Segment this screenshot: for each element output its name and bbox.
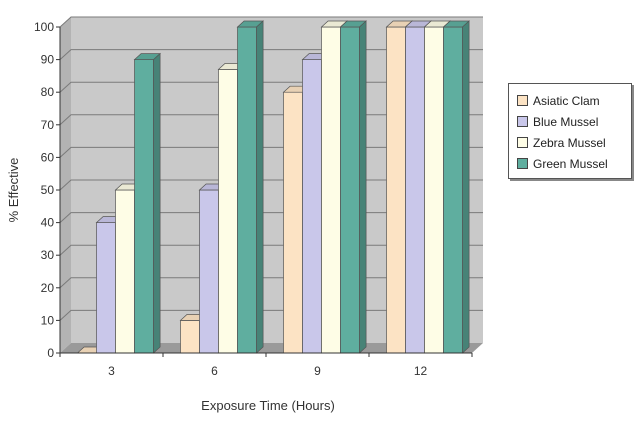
- bar: [236, 20, 265, 354]
- legend: Asiatic Clam Blue Mussel Zebra Mussel Green…: [508, 83, 632, 179]
- gridline: [59, 16, 483, 28]
- legend-label: Blue Mussel: [533, 114, 599, 129]
- bar-front: [302, 59, 322, 354]
- y-tick-label: 40: [41, 216, 55, 230]
- y-tick-label: 80: [41, 85, 55, 99]
- bar-front: [180, 320, 200, 354]
- bar-front: [386, 26, 406, 354]
- y-tick-label: 100: [34, 20, 54, 34]
- bar-front: [237, 26, 257, 354]
- x-tick-label: 3: [108, 364, 115, 378]
- bar-side: [359, 20, 367, 354]
- legend-label: Green Mussel: [533, 156, 608, 171]
- bars: [76, 20, 471, 354]
- legend-item: Green Mussel: [517, 153, 631, 174]
- bar: [133, 52, 162, 354]
- legend-item: Zebra Mussel: [517, 132, 631, 153]
- bar-front: [283, 91, 303, 354]
- bar-front: [405, 26, 425, 354]
- bar-front: [321, 26, 341, 354]
- bar-front: [424, 26, 444, 354]
- bar-side: [256, 20, 264, 354]
- bar: [442, 20, 471, 354]
- legend-item: Asiatic Clam: [517, 90, 631, 111]
- legend-swatch: [517, 95, 528, 106]
- legend-swatch: [517, 158, 528, 169]
- y-tick-label: 20: [41, 281, 55, 295]
- y-tick-label: 30: [41, 248, 55, 262]
- legend-label: Zebra Mussel: [533, 135, 606, 150]
- bar-side: [462, 20, 470, 354]
- y-tick-labels: 0 10 20 30 40 50 60 70 80 90 100: [34, 20, 60, 360]
- y-axis-title: % Effective: [6, 158, 21, 223]
- bar-front: [443, 26, 463, 354]
- bar-front: [96, 222, 116, 354]
- bar-front: [134, 59, 154, 354]
- bar-front: [199, 189, 219, 354]
- y-tick-label: 0: [47, 346, 54, 360]
- x-tick-label: 12: [414, 364, 428, 378]
- y-tick-label: 60: [41, 150, 55, 164]
- bar-front: [115, 189, 135, 354]
- legend-label: Asiatic Clam: [533, 93, 600, 108]
- x-tick-label: 6: [211, 364, 218, 378]
- legend-swatch: [517, 116, 528, 127]
- y-tick-label: 90: [41, 53, 55, 67]
- y-tick-label: 10: [41, 313, 55, 327]
- x-tick-labels: 3 6 9 12: [59, 353, 473, 378]
- bar-front: [340, 26, 360, 354]
- legend-item: Blue Mussel: [517, 111, 631, 132]
- plot-floor: [60, 343, 483, 353]
- bar-front: [218, 69, 238, 354]
- x-axis-title: Exposure Time (Hours): [201, 398, 335, 413]
- y-tick-label: 50: [41, 183, 55, 197]
- y-tick-label: 70: [41, 118, 55, 132]
- bar: [339, 20, 368, 354]
- legend-swatch: [517, 137, 528, 148]
- x-tick-label: 9: [314, 364, 321, 378]
- bar-side: [153, 52, 161, 354]
